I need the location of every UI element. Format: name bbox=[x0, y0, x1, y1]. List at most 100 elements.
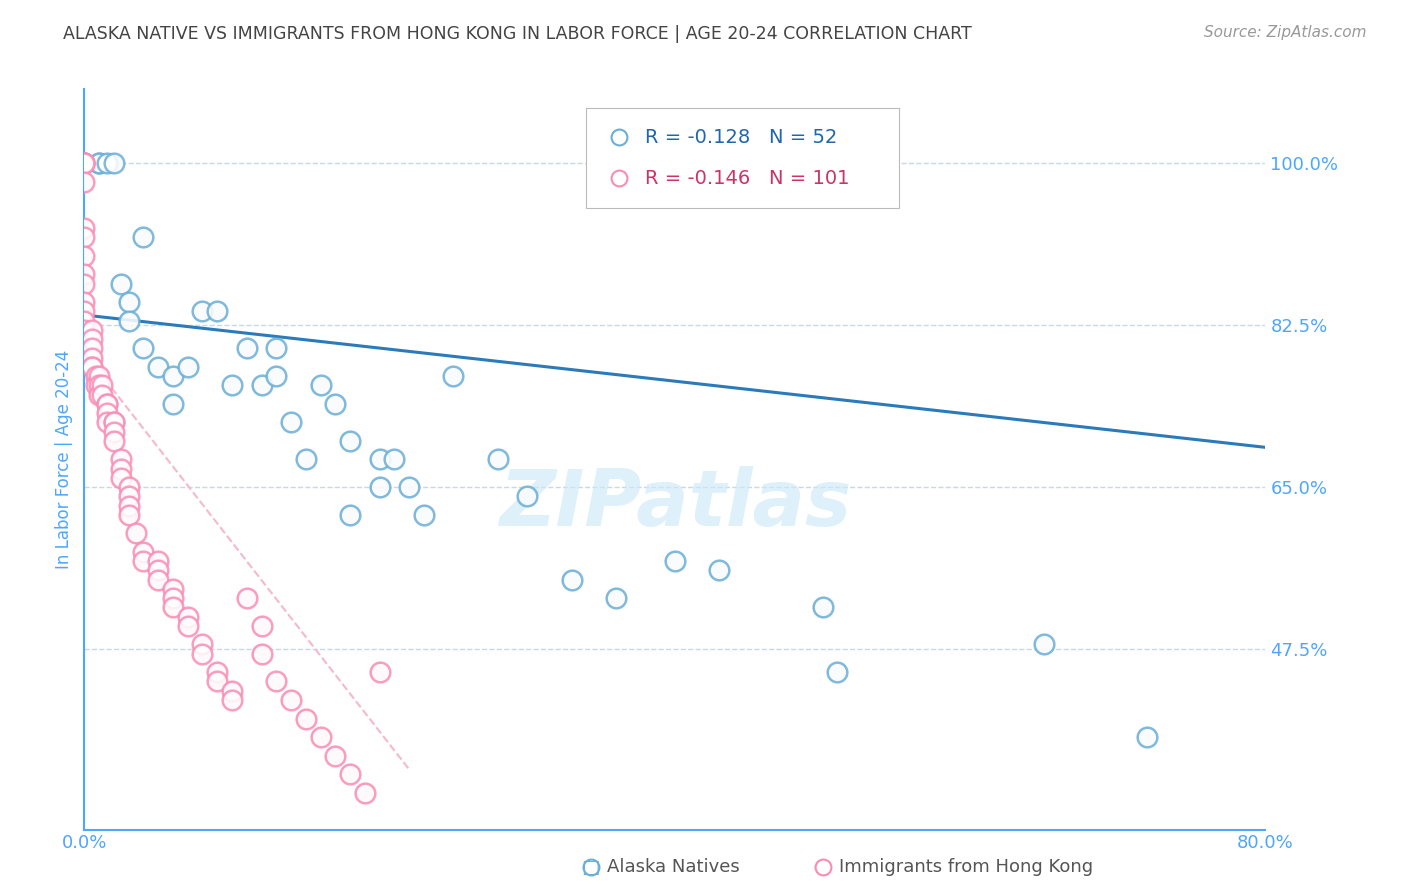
Point bbox=[80, 332, 103, 346]
Point bbox=[110, 461, 132, 475]
Point bbox=[827, 665, 849, 680]
Point bbox=[73, 175, 96, 189]
Point bbox=[339, 434, 361, 448]
Point bbox=[110, 471, 132, 485]
Point bbox=[250, 619, 273, 633]
Point bbox=[827, 665, 849, 680]
Point bbox=[354, 786, 377, 800]
Point bbox=[73, 156, 96, 170]
Point bbox=[486, 452, 509, 467]
Point bbox=[110, 452, 132, 467]
Point bbox=[103, 416, 125, 430]
Point bbox=[236, 342, 259, 356]
Point bbox=[73, 304, 96, 318]
Text: ALASKA NATIVE VS IMMIGRANTS FROM HONG KONG IN LABOR FORCE | AGE 20-24 CORRELATIO: ALASKA NATIVE VS IMMIGRANTS FROM HONG KO… bbox=[63, 25, 972, 43]
Point bbox=[1033, 638, 1056, 652]
Point bbox=[96, 156, 118, 170]
Point bbox=[177, 359, 200, 374]
Point bbox=[73, 156, 96, 170]
Point bbox=[250, 647, 273, 661]
Text: R = -0.146   N = 101: R = -0.146 N = 101 bbox=[645, 169, 849, 187]
Point bbox=[132, 554, 155, 568]
Point bbox=[162, 397, 184, 411]
Point bbox=[73, 156, 96, 170]
Point bbox=[295, 712, 318, 726]
Point bbox=[103, 156, 125, 170]
Point bbox=[118, 499, 141, 513]
Y-axis label: In Labor Force | Age 20-24: In Labor Force | Age 20-24 bbox=[55, 350, 73, 569]
Point bbox=[221, 378, 243, 392]
Point bbox=[339, 508, 361, 522]
Point bbox=[73, 156, 96, 170]
Point bbox=[486, 452, 509, 467]
Point bbox=[191, 647, 214, 661]
Point bbox=[73, 156, 96, 170]
Point bbox=[80, 359, 103, 374]
Point bbox=[132, 342, 155, 356]
Point bbox=[73, 313, 96, 327]
Point bbox=[91, 378, 114, 392]
Point bbox=[236, 591, 259, 606]
Point bbox=[80, 342, 103, 356]
Point bbox=[162, 582, 184, 596]
Point bbox=[280, 693, 302, 707]
Point bbox=[80, 323, 103, 337]
Point bbox=[295, 452, 318, 467]
Text: Source: ZipAtlas.com: Source: ZipAtlas.com bbox=[1204, 25, 1367, 40]
Point bbox=[118, 489, 141, 503]
Point bbox=[325, 748, 347, 763]
Point bbox=[266, 369, 288, 384]
Point bbox=[207, 304, 229, 318]
Point bbox=[73, 295, 96, 310]
Point bbox=[73, 323, 96, 337]
Point bbox=[148, 573, 170, 587]
Point bbox=[87, 156, 111, 170]
Point bbox=[280, 416, 302, 430]
Point bbox=[96, 406, 118, 420]
Point bbox=[191, 304, 214, 318]
Point bbox=[177, 619, 200, 633]
Point bbox=[103, 416, 125, 430]
Point bbox=[73, 295, 96, 310]
Point bbox=[1136, 730, 1159, 744]
Point bbox=[309, 378, 332, 392]
Point bbox=[191, 638, 214, 652]
Point bbox=[87, 369, 111, 384]
Point bbox=[103, 416, 125, 430]
Point bbox=[605, 591, 627, 606]
Point bbox=[236, 342, 259, 356]
Point bbox=[368, 452, 391, 467]
Point bbox=[91, 387, 114, 401]
Point bbox=[339, 508, 361, 522]
Point bbox=[73, 249, 96, 263]
Point bbox=[309, 730, 332, 744]
Point bbox=[742, 216, 765, 230]
Point bbox=[73, 221, 96, 235]
Point bbox=[73, 313, 96, 327]
Point bbox=[207, 304, 229, 318]
Point bbox=[80, 351, 103, 365]
Point bbox=[207, 674, 229, 689]
Point bbox=[742, 216, 765, 230]
Point bbox=[280, 693, 302, 707]
Point bbox=[148, 564, 170, 578]
Point bbox=[84, 369, 107, 384]
Point bbox=[266, 342, 288, 356]
Point bbox=[96, 397, 118, 411]
Point bbox=[339, 434, 361, 448]
Point bbox=[398, 480, 420, 494]
Point bbox=[96, 416, 118, 430]
Point bbox=[250, 378, 273, 392]
Point bbox=[162, 600, 184, 615]
Point bbox=[73, 156, 96, 170]
Point bbox=[280, 416, 302, 430]
Point bbox=[177, 609, 200, 624]
Point bbox=[118, 313, 141, 327]
Point bbox=[191, 638, 214, 652]
Point bbox=[664, 554, 686, 568]
Point bbox=[73, 230, 96, 244]
Point bbox=[118, 313, 141, 327]
Point bbox=[132, 230, 155, 244]
Point bbox=[162, 369, 184, 384]
Point bbox=[148, 359, 170, 374]
